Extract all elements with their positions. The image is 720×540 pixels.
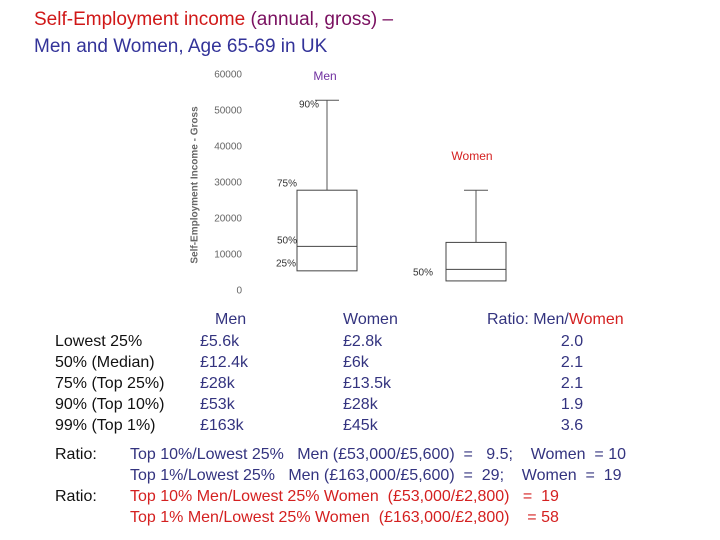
- ratio-line: Top 10% Men/Lowest 25% Women (£53,000/£2…: [130, 488, 559, 505]
- ratio-label: Ratio:: [55, 446, 97, 463]
- series-label: Men: [313, 69, 336, 83]
- y-tick-label: 50000: [214, 106, 242, 117]
- cell: £5.6k: [200, 333, 240, 350]
- box: [296, 189, 358, 272]
- ratio-line: Top 1% Men/Lowest 25% Women (£163,000/£2…: [130, 509, 559, 526]
- row-label: 50% (Median): [55, 354, 155, 371]
- row-label: 75% (Top 25%): [55, 375, 164, 392]
- cell: 2.1: [561, 375, 583, 392]
- annotation: 75%: [277, 179, 297, 190]
- cell: £163k: [200, 417, 245, 434]
- ratio-label: Ratio:: [55, 488, 97, 505]
- cell: £28k: [200, 375, 236, 392]
- title-part: Self-Employment income: [34, 9, 245, 30]
- cell: 2.0: [561, 333, 583, 350]
- y-axis-label: Self-Employment Income - Gross: [190, 106, 201, 264]
- row-label: 99% (Top 1%): [55, 417, 156, 434]
- y-tick-label: 40000: [214, 142, 242, 153]
- cell: 1.9: [561, 396, 583, 413]
- title: Self-Employment income (annual, gross) –: [34, 9, 393, 30]
- cell: 2.1: [561, 354, 583, 371]
- row-label: Lowest 25%: [55, 333, 142, 350]
- cell: £6k: [343, 354, 370, 371]
- y-tick-label: 20000: [214, 214, 242, 225]
- annotation: 90%: [299, 100, 319, 111]
- row-label: 90% (Top 10%): [55, 396, 164, 413]
- column-header-part: Ratio: Men/: [487, 311, 569, 328]
- annotation: 25%: [276, 259, 296, 270]
- cell: £45k: [343, 417, 379, 434]
- y-tick-label: 60000: [214, 70, 242, 81]
- cell: £28k: [343, 396, 379, 413]
- y-tick-label: 10000: [214, 250, 242, 261]
- column-header-part: Women: [569, 311, 624, 328]
- subtitle: Men and Women, Age 65-69 in UK: [34, 36, 328, 57]
- cell: £53k: [200, 396, 236, 413]
- cell: £12.4k: [200, 354, 249, 371]
- column-header: Ratio: Men/Women: [487, 311, 624, 328]
- cell: £13.5k: [343, 375, 392, 392]
- series-label: Women: [451, 149, 492, 163]
- title-part: (annual, gross) –: [245, 9, 393, 30]
- annotation: 50%: [277, 236, 297, 247]
- ratio-line: Top 1%/Lowest 25% Men (£163,000/£5,600) …: [130, 467, 622, 484]
- ratio-line: Top 10%/Lowest 25% Men (£53,000/£5,600) …: [130, 446, 626, 463]
- column-header: Men: [215, 311, 246, 328]
- y-tick-label: 0: [236, 286, 242, 297]
- cell: 3.6: [561, 417, 583, 434]
- cell: £2.8k: [343, 333, 383, 350]
- box: [445, 241, 507, 282]
- annotation: 50%: [413, 268, 433, 279]
- y-tick-label: 30000: [214, 178, 242, 189]
- column-header: Women: [343, 311, 398, 328]
